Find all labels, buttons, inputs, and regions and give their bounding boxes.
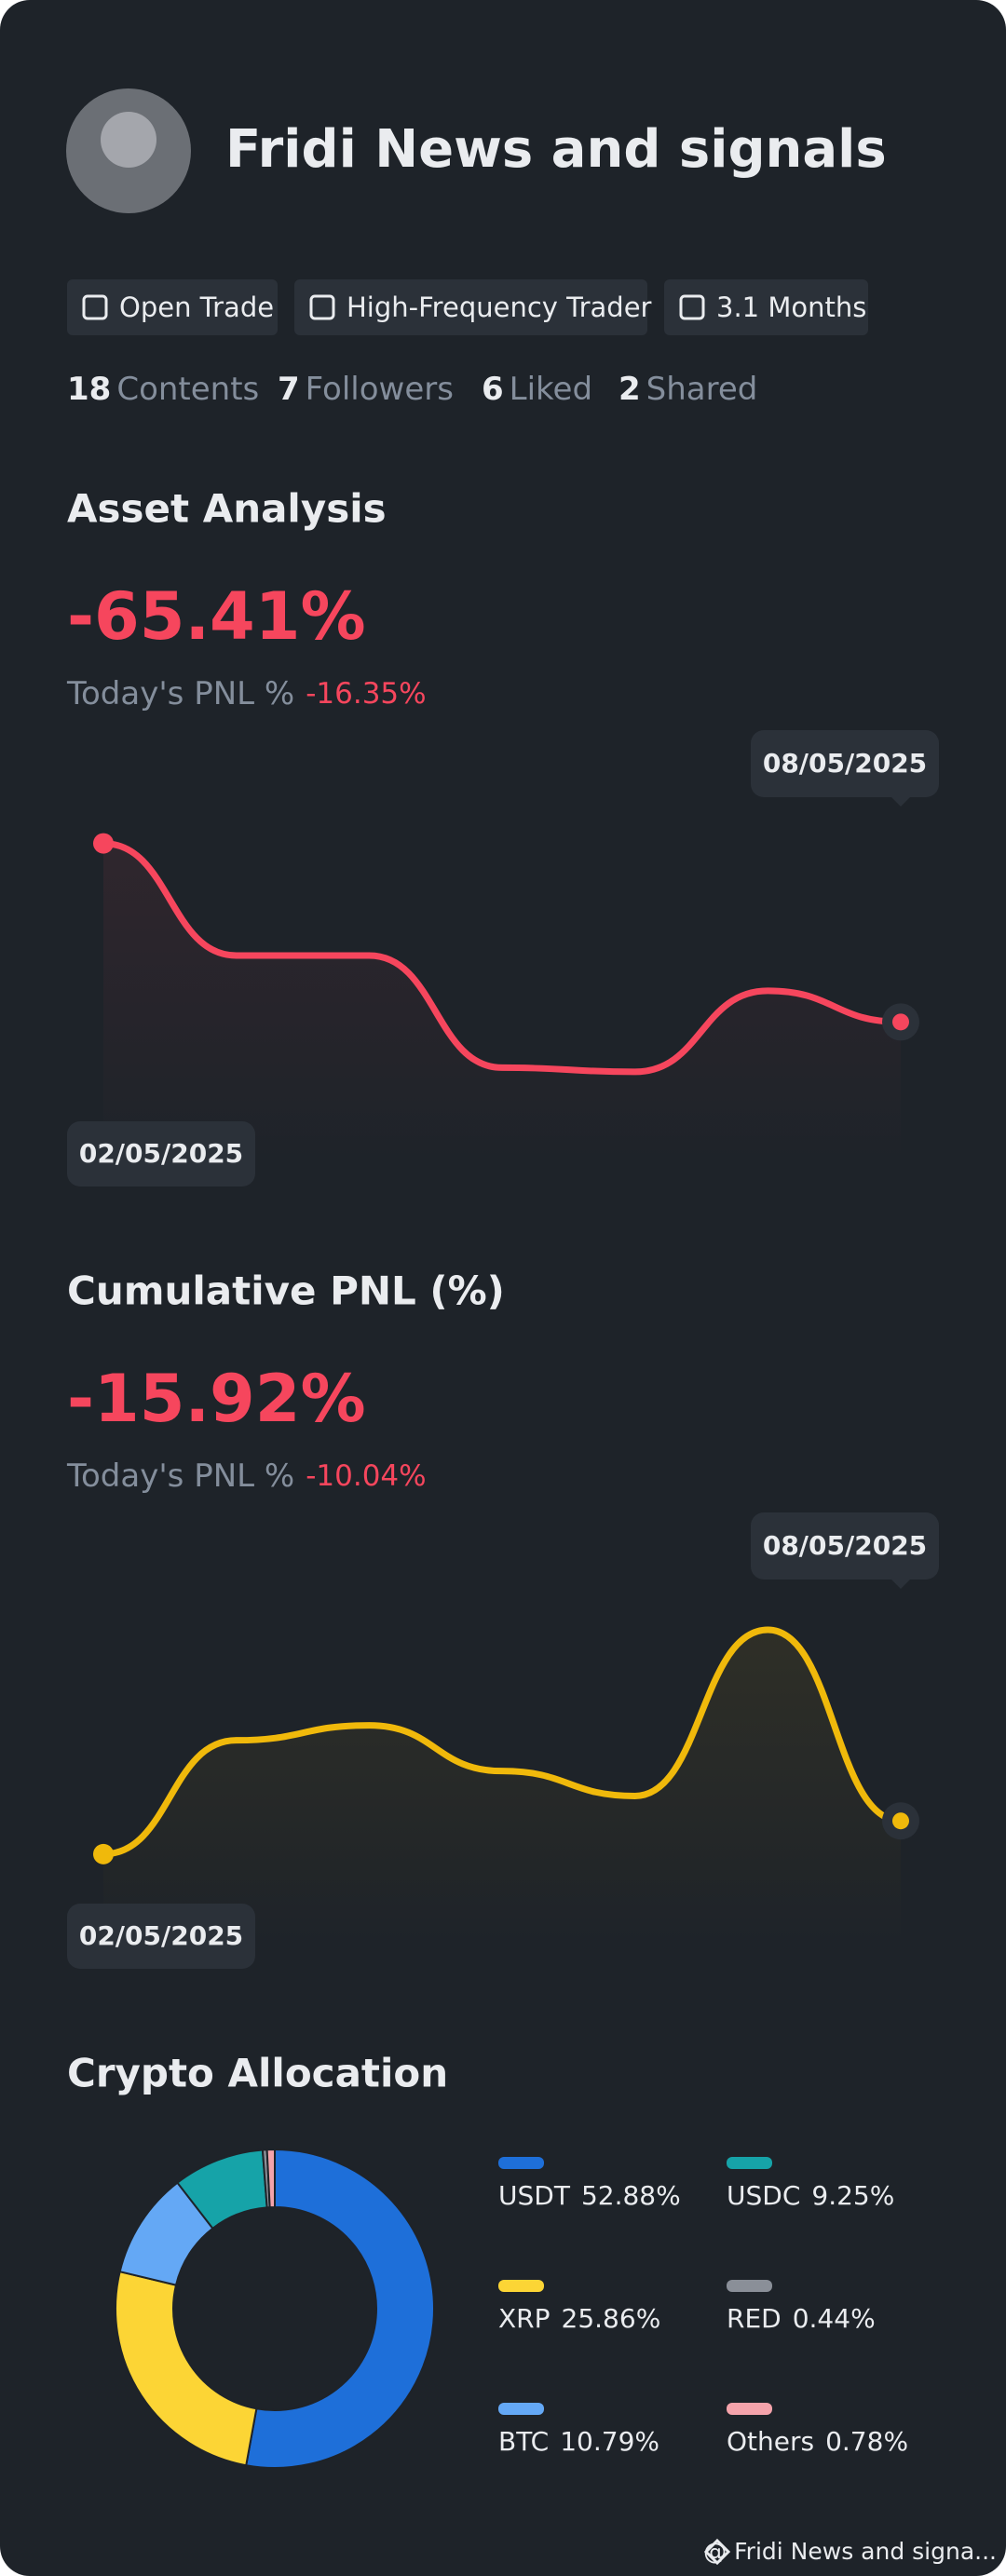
today-pnl: Today's PNL % -16.35% <box>66 675 427 712</box>
section-title: Cumulative PNL (%) <box>67 1268 505 1314</box>
date-pill-pointer <box>891 797 910 807</box>
legend-swatch <box>498 2403 544 2415</box>
date-pill <box>67 1904 255 1969</box>
legend-entry: Others 0.78% <box>727 2426 908 2457</box>
stat: 7 Followers <box>278 371 454 408</box>
stat: 6 Liked <box>482 371 592 408</box>
legend-name: USDC <box>727 2180 800 2211</box>
legend-entry: XRP 25.86% <box>498 2303 660 2334</box>
profile-name: Fridi News and signals <box>225 119 887 180</box>
stat-label: Liked <box>510 371 592 408</box>
legend-name: USDT <box>498 2180 571 2211</box>
section-title: Crypto Allocation <box>67 2051 448 2096</box>
line-area <box>103 843 901 1163</box>
tag-icon <box>82 294 108 320</box>
legend-value: 9.25% <box>811 2180 894 2211</box>
date-label: 08/05/2025 <box>763 1530 927 1561</box>
section-title: Asset Analysis <box>67 486 387 532</box>
legend-value: 25.86% <box>562 2303 661 2334</box>
legend-value: 10.79% <box>560 2426 659 2457</box>
line-area <box>103 1630 901 1946</box>
today-pnl-label: Today's PNL % <box>66 675 294 712</box>
today-pnl-value: -10.04% <box>306 1459 426 1493</box>
stat-label: Shared <box>646 371 758 408</box>
headline-value: -15.92% <box>67 1361 366 1437</box>
legend-swatch <box>727 2280 772 2292</box>
stat-count: 6 <box>482 371 504 408</box>
date-pill-pointer <box>891 1579 910 1589</box>
legend-value: 52.88% <box>581 2180 681 2211</box>
tag <box>67 279 278 335</box>
stat: 18 Contents <box>67 371 259 408</box>
stat-label: Contents <box>116 371 259 408</box>
start-point <box>93 1843 114 1864</box>
tag-icon <box>309 294 335 320</box>
donut-slice <box>245 2148 435 2469</box>
legend-entry: BTC 10.79% <box>498 2426 659 2457</box>
legend-entry: RED 0.44% <box>727 2303 876 2334</box>
stat-count: 18 <box>67 371 111 408</box>
tag-label: High-Frequency Trader <box>347 291 652 323</box>
date-pill <box>751 1512 939 1579</box>
legend-name: Others <box>727 2426 814 2457</box>
start-point <box>93 833 114 854</box>
donut-slice <box>265 2148 276 2209</box>
footer-text: @ Fridi News and signa... <box>703 2538 997 2565</box>
end-point <box>892 1812 909 1830</box>
date-label: 02/05/2025 <box>79 1138 243 1169</box>
avatar-figure <box>101 112 156 168</box>
tag <box>664 279 868 335</box>
stat: 2 Shared <box>619 371 757 408</box>
footer-logo <box>703 2538 731 2566</box>
date-pill <box>751 730 939 797</box>
headline-value: -65.41% <box>67 578 366 655</box>
date-label: 08/05/2025 <box>763 748 927 779</box>
tag-label: Open Trade <box>119 291 274 323</box>
legend-name: RED <box>727 2303 782 2334</box>
legend-value: 0.78% <box>825 2426 908 2457</box>
legend-value: 0.44% <box>793 2303 876 2334</box>
legend-entry: USDC 9.25% <box>727 2180 894 2211</box>
legend-entry: USDT 52.88% <box>498 2180 681 2211</box>
today-pnl: Today's PNL % -10.04% <box>66 1457 427 1495</box>
legend-swatch <box>727 2157 772 2169</box>
donut-slice <box>115 2270 258 2467</box>
line <box>102 840 902 1076</box>
stat-label: Followers <box>306 371 454 408</box>
legend-swatch <box>498 2280 544 2292</box>
legend-swatch <box>498 2157 544 2169</box>
legend-name: BTC <box>498 2426 549 2457</box>
stat-count: 7 <box>278 371 300 408</box>
date-pill <box>67 1121 255 1186</box>
end-point <box>892 1013 909 1031</box>
line <box>102 1626 902 1858</box>
today-pnl-value: -16.35% <box>306 677 426 711</box>
legend-swatch <box>727 2403 772 2415</box>
date-label: 02/05/2025 <box>79 1920 243 1951</box>
tag-label: 3.1 Months <box>716 291 866 323</box>
tag-icon <box>679 294 705 320</box>
tag <box>294 279 647 335</box>
legend-name: XRP <box>498 2303 551 2334</box>
stat-count: 2 <box>619 371 641 408</box>
today-pnl-label: Today's PNL % <box>66 1457 294 1495</box>
